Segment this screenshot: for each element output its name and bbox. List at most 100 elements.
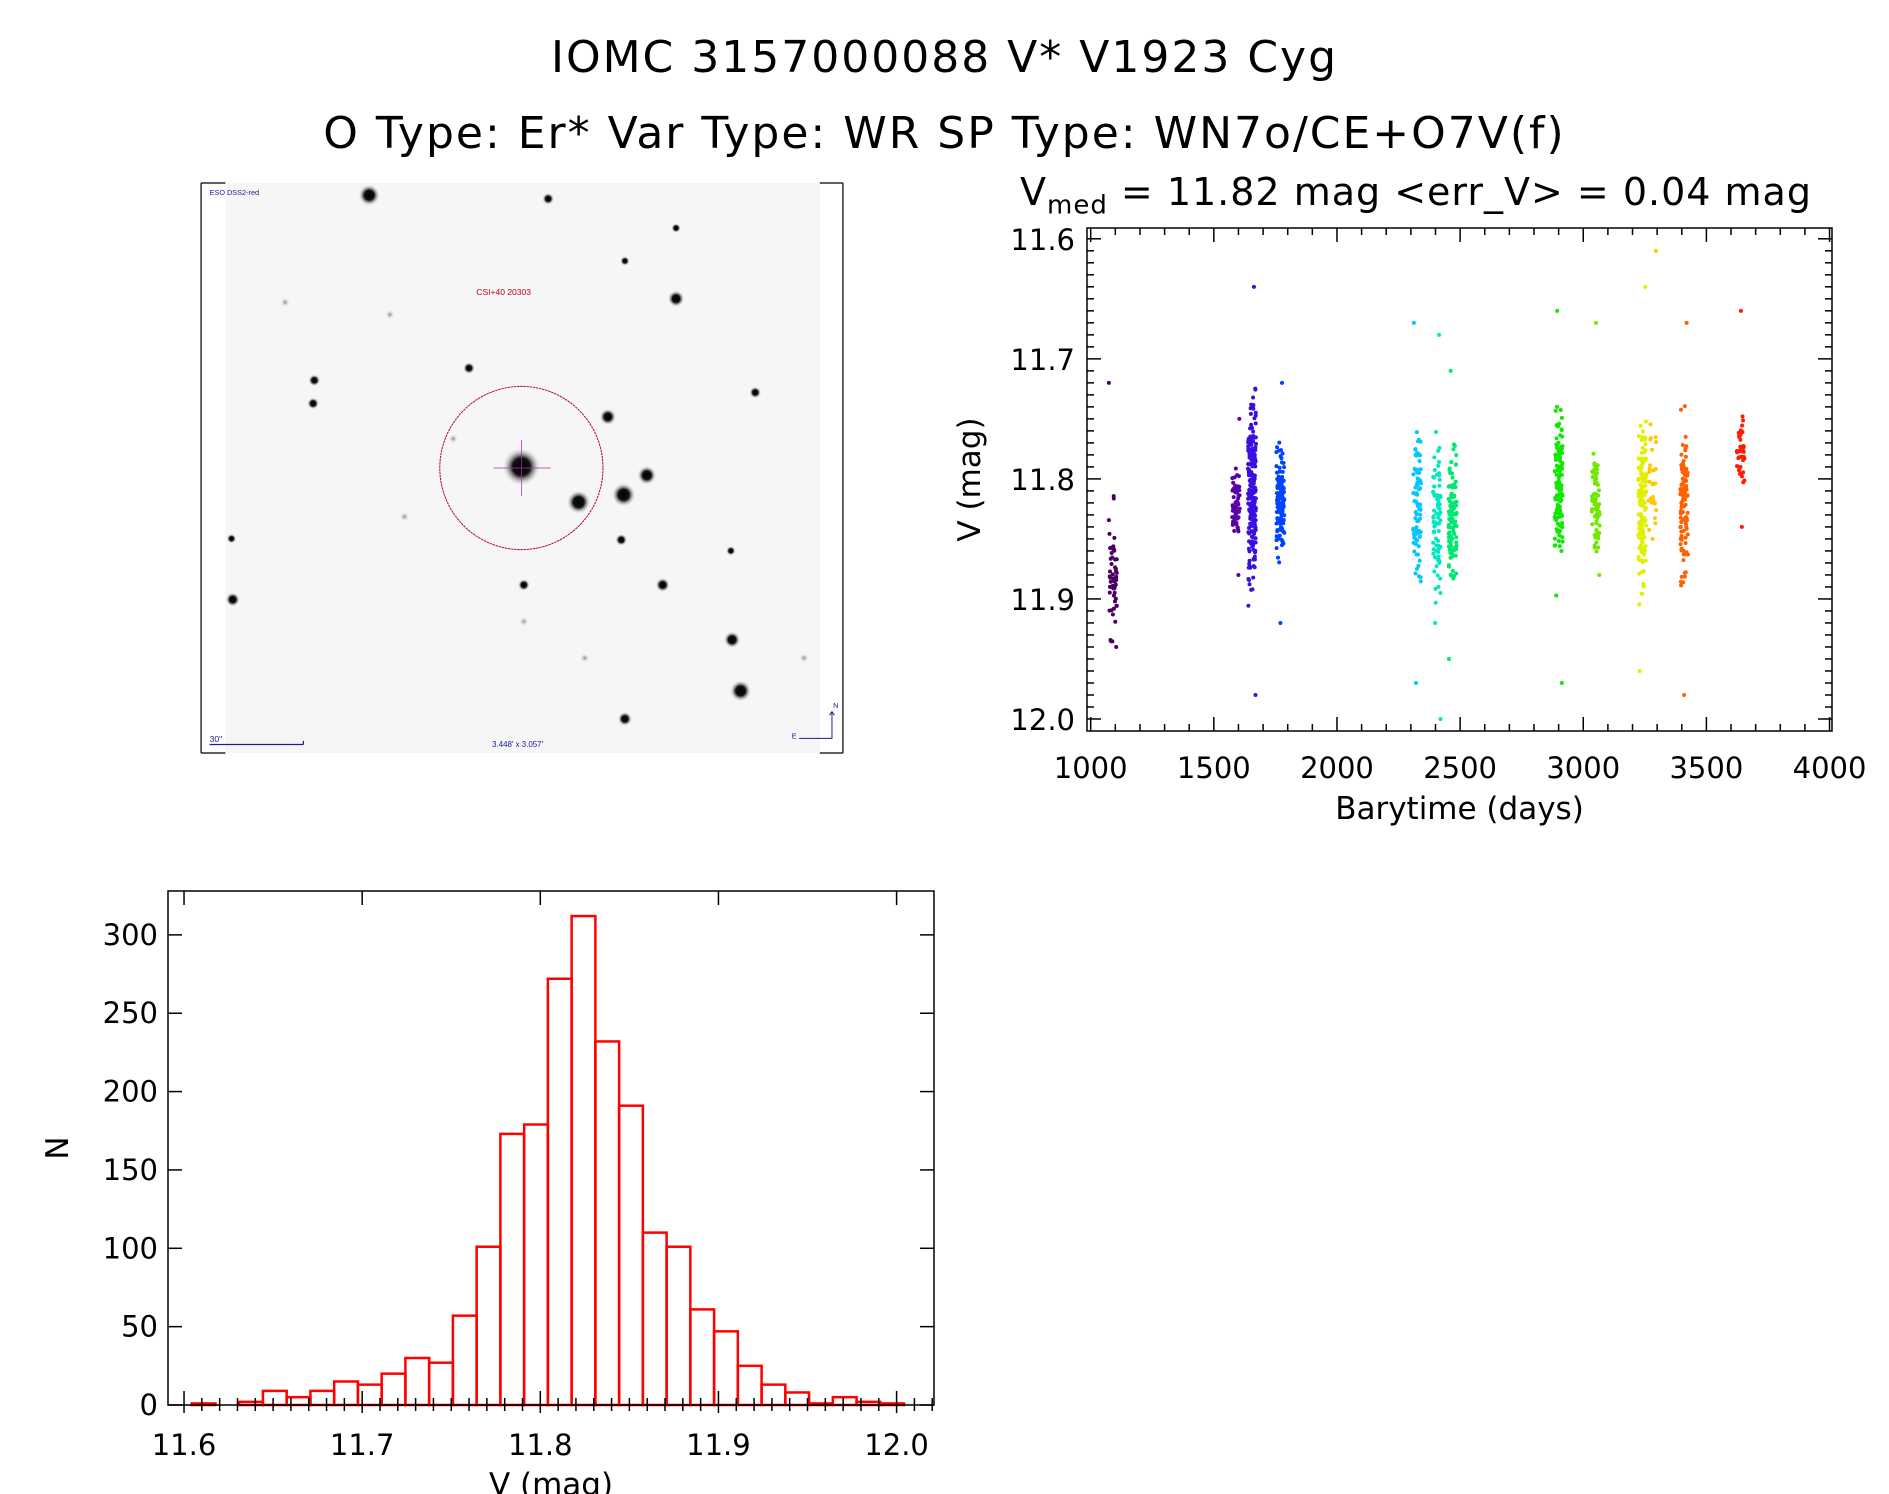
- data-point: [1436, 558, 1441, 563]
- y-tick-label: 150: [103, 1153, 158, 1187]
- data-point: [1681, 552, 1686, 557]
- data-point: [1254, 441, 1259, 446]
- data-point: [1682, 404, 1687, 409]
- data-point: [1274, 546, 1279, 551]
- data-point: [1639, 471, 1644, 476]
- data-point: [1556, 539, 1561, 544]
- data-point: [1559, 463, 1564, 468]
- data-point: [1418, 530, 1423, 535]
- data-point: [1434, 511, 1439, 516]
- data-point: [1435, 496, 1440, 501]
- data-point: [1679, 452, 1684, 457]
- data-point: [1411, 472, 1416, 477]
- star: [620, 256, 630, 266]
- data-point: [1554, 404, 1559, 409]
- data-point: [1251, 429, 1256, 434]
- data-point: [1679, 466, 1684, 471]
- season-group: [1411, 320, 1424, 685]
- season-group: [1678, 320, 1690, 697]
- star-field: [225, 184, 809, 727]
- data-point: [1413, 680, 1418, 685]
- scale-bar: [209, 740, 304, 746]
- data-point: [1414, 470, 1419, 475]
- histogram-bar: [380, 1372, 407, 1407]
- data-point: [1251, 479, 1256, 484]
- data-point: [1412, 549, 1417, 554]
- data-point: [1740, 447, 1745, 452]
- data-point: [1640, 540, 1645, 545]
- data-point: [1640, 499, 1645, 504]
- data-point: [1560, 535, 1565, 540]
- data-point: [1679, 500, 1684, 505]
- data-point: [1418, 512, 1423, 517]
- data-point: [1446, 535, 1451, 540]
- north-label: N: [833, 701, 838, 710]
- data-point: [1637, 668, 1642, 673]
- data-point: [1247, 487, 1252, 492]
- data-point: [1737, 455, 1742, 460]
- data-point: [1555, 468, 1560, 473]
- data-point: [1554, 454, 1559, 459]
- y-tick-label: 11.9: [1010, 583, 1075, 617]
- data-point: [1653, 248, 1658, 253]
- data-point: [1233, 500, 1238, 505]
- data-point: [1595, 515, 1600, 520]
- data-point: [1278, 620, 1283, 625]
- data-point: [1685, 532, 1690, 537]
- data-point: [1413, 516, 1418, 521]
- data-point: [1636, 478, 1641, 483]
- object-type-line: O Type: Er* Var Type: WR SP Type: WN7o/C…: [323, 108, 1566, 159]
- data-point: [1252, 512, 1257, 517]
- data-point: [1556, 475, 1561, 480]
- data-point: [1454, 535, 1459, 540]
- histogram-bar: [784, 1391, 811, 1407]
- data-point: [1275, 516, 1280, 521]
- data-point: [1432, 520, 1437, 525]
- data-point: [1114, 570, 1119, 575]
- data-point: [1593, 474, 1598, 479]
- data-point: [1554, 593, 1559, 598]
- data-point: [1559, 680, 1564, 685]
- data-point: [1595, 509, 1600, 514]
- data-point: [1276, 494, 1281, 499]
- data-point: [1637, 571, 1642, 576]
- data-point: [1236, 493, 1241, 498]
- star: [726, 545, 736, 556]
- star: [542, 192, 555, 205]
- data-point: [1432, 493, 1437, 498]
- data-point: [1231, 480, 1236, 485]
- histogram-bar: [309, 1389, 336, 1407]
- data-point: [1648, 463, 1653, 468]
- data-point: [1450, 475, 1455, 480]
- data-point: [1558, 407, 1563, 412]
- data-point: [1232, 475, 1237, 480]
- data-point: [1232, 528, 1237, 533]
- data-point: [1251, 495, 1256, 500]
- data-point: [1594, 519, 1599, 524]
- data-point: [1248, 434, 1253, 439]
- data-point: [1415, 519, 1420, 524]
- data-point: [1594, 528, 1599, 533]
- data-point: [1250, 542, 1255, 547]
- data-point: [1554, 472, 1559, 477]
- faint-star: [799, 653, 809, 663]
- y-tick-label: 250: [103, 996, 158, 1030]
- data-point: [1114, 644, 1119, 649]
- data-point: [1636, 456, 1641, 461]
- data-point: [1415, 483, 1420, 488]
- data-point: [1451, 506, 1456, 511]
- data-point: [1643, 483, 1648, 488]
- histogram-bar: [261, 1389, 288, 1407]
- data-point: [1253, 410, 1258, 415]
- data-point: [1682, 485, 1687, 490]
- data-point: [1639, 488, 1644, 493]
- data-point: [1680, 443, 1685, 448]
- data-point: [1643, 442, 1648, 447]
- star: [599, 408, 617, 426]
- data-point: [1232, 514, 1237, 519]
- data-point: [1449, 573, 1454, 578]
- data-point: [1275, 505, 1280, 510]
- data-point: [1418, 579, 1423, 584]
- data-point: [1417, 459, 1422, 464]
- data-point: [1681, 462, 1686, 467]
